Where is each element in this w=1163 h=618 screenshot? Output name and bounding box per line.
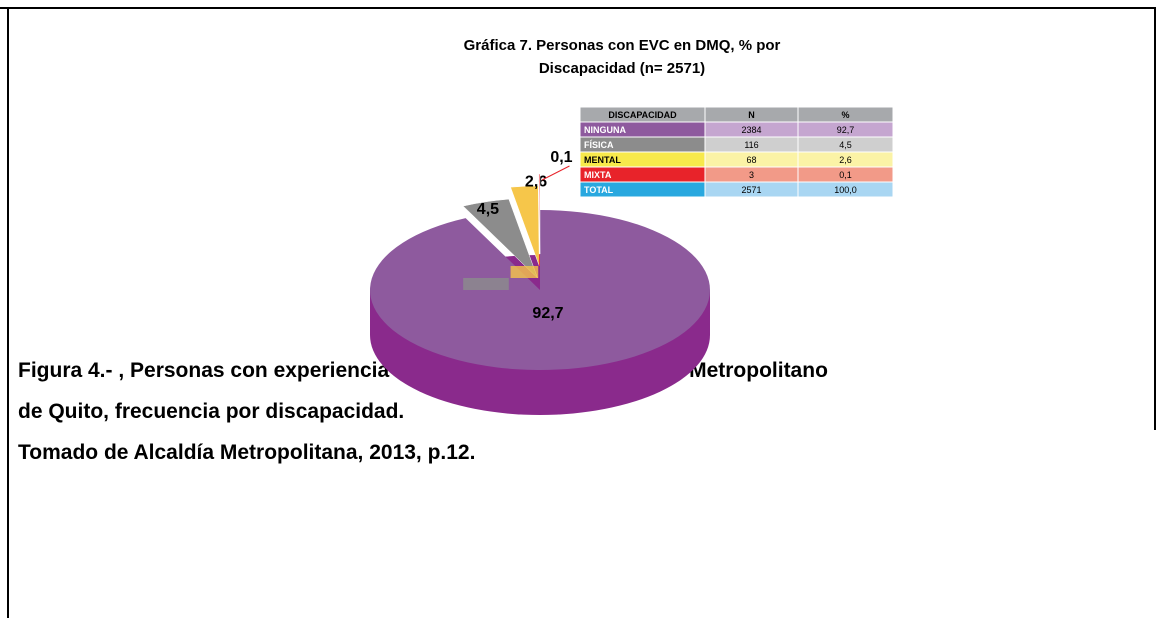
pie-slice (538, 173, 541, 255)
table-header: N (748, 110, 755, 120)
table-header: % (841, 110, 849, 120)
table-header: DISCAPACIDAD (608, 110, 677, 120)
chart-title: Discapacidad (n= 2571) (539, 60, 705, 77)
data-label: 92,7 (532, 305, 563, 322)
chart-title: Gráfica 7. Personas con EVC en DMQ, % po… (464, 37, 781, 54)
table-text: TOTAL (584, 185, 614, 195)
table-text: 2384 (741, 125, 761, 135)
table-text: FÍSICA (584, 140, 614, 150)
pie-slice (369, 210, 710, 370)
data-label: 2,6 (525, 173, 547, 190)
caption: de Quito, frecuencia por discapacidad. (18, 400, 404, 423)
table-text: 2,6 (839, 155, 852, 165)
slice-side (538, 254, 540, 266)
table-text: 116 (744, 140, 758, 150)
table-text: 2571 (741, 185, 761, 195)
table-text: 68 (746, 155, 756, 165)
slice-side (510, 266, 539, 278)
slice-side (463, 278, 509, 290)
table-text: MENTAL (584, 155, 621, 165)
pie-slice (462, 198, 538, 279)
table-text: 3 (749, 170, 754, 180)
table-text: NINGUNA (584, 125, 626, 135)
table-text: MIXTA (584, 170, 612, 180)
table-text: 100,0 (834, 185, 857, 195)
data-label: 4,5 (477, 201, 499, 218)
table-cell (797, 181, 894, 198)
data-label: 0,1 (550, 149, 572, 166)
table-text: 0,1 (839, 170, 852, 180)
pie-slice (510, 185, 540, 267)
table-text: 4,5 (839, 140, 852, 150)
caption: Tomado de Alcaldía Metropolitana, 2013, … (18, 441, 475, 464)
table-text: 92,7 (837, 125, 855, 135)
leader-line (541, 165, 570, 181)
